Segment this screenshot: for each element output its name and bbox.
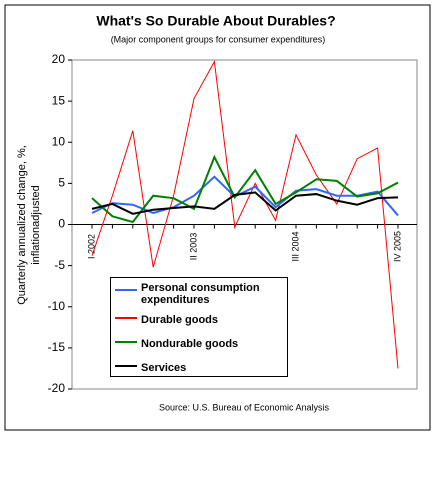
legend-label: Personal consumption expenditures xyxy=(141,282,260,306)
y-axis-label: inflationadjusted xyxy=(30,185,42,265)
legend-entry: Personal consumption expenditures xyxy=(115,282,283,306)
legend-entry: Services xyxy=(115,358,283,378)
legend-label: Services xyxy=(141,362,187,374)
x-tick-label: II 2003 xyxy=(188,233,198,261)
x-tick-label: IV 2005 xyxy=(392,231,402,262)
y-tick-label: 10 xyxy=(52,134,66,148)
y-tick-label: 20 xyxy=(52,52,66,66)
y-tick-label: -5 xyxy=(54,258,65,272)
x-tick-label: I 2002 xyxy=(86,234,96,259)
legend-label: Nondurable goods xyxy=(141,338,239,350)
x-tick-label: III 2004 xyxy=(290,231,300,261)
chart-title: What's So Durable About Durables? xyxy=(96,13,335,29)
legend: Personal consumption expenditures Durable… xyxy=(110,277,288,377)
legend-label: Durable goods xyxy=(141,314,219,326)
y-tick-label: 5 xyxy=(58,176,65,190)
series-line xyxy=(91,60,399,369)
y-tick-label: -15 xyxy=(48,340,66,354)
legend-entry: Durable goods xyxy=(115,310,283,330)
source-note: Source: U.S. Bureau of Economic Analysis xyxy=(159,402,330,412)
legend-swatch xyxy=(115,341,137,343)
y-tick-label: 15 xyxy=(52,93,66,107)
y-tick-label: 0 xyxy=(58,217,65,231)
y-tick-label: -20 xyxy=(48,381,66,395)
chart-subtitle: (Major component groups for consumer exp… xyxy=(111,34,326,44)
series-line xyxy=(91,191,399,215)
outer-frame xyxy=(4,4,431,431)
legend-swatch xyxy=(115,289,137,291)
legend-entry: Nondurable goods xyxy=(115,334,283,354)
y-tick-label: -10 xyxy=(48,299,66,313)
y-axis-label: Quarterly annualized change, %, xyxy=(16,145,28,305)
legend-swatch xyxy=(115,365,137,367)
legend-swatch xyxy=(115,317,137,319)
series-line xyxy=(91,154,399,224)
